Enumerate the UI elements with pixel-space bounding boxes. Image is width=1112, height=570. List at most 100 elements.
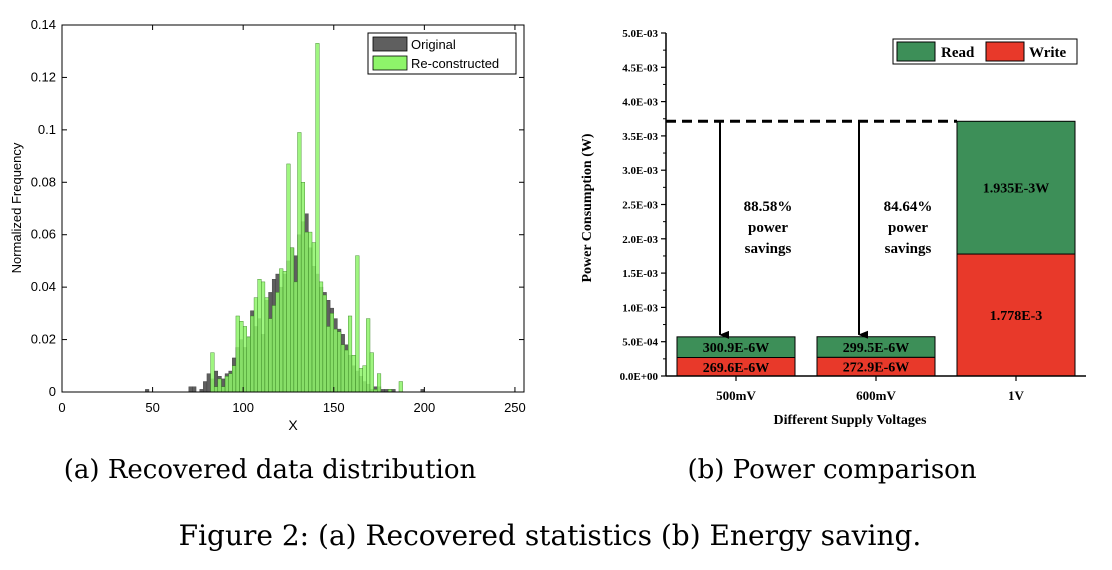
histogram-y-tick-label: 0.12 xyxy=(31,69,56,84)
bar-label-read-500mV: 300.9E-6W xyxy=(703,341,770,356)
histogram-bar-reconstructed xyxy=(358,368,363,393)
bar-label-write-600mV: 272.9E-6W xyxy=(843,361,910,376)
legend-label-reconstructed: Re-constructed xyxy=(411,56,499,71)
histogram-bar-reconstructed xyxy=(351,355,356,393)
savings-annotation-600mV: power xyxy=(888,220,928,236)
histogram-axes: 0 50 100 150 200 250 0 0.02 0.04 0.06 0.08 0.1 0.12 0… xyxy=(31,17,526,415)
histogram-bar-reconstructed xyxy=(333,328,338,393)
power-y-tick-label: 5.0E-03 xyxy=(622,28,658,40)
histogram-bar-reconstructed xyxy=(221,386,226,393)
histogram-x-axis-label: X xyxy=(288,417,298,433)
histogram-bar-reconstructed xyxy=(271,305,276,393)
histogram-bar-original xyxy=(192,386,197,393)
histogram-bar-reconstructed xyxy=(246,336,251,393)
histogram-bar-original xyxy=(188,386,193,393)
histogram-bar-reconstructed xyxy=(300,182,305,393)
power-y-tick-label: 5.0E-04 xyxy=(622,337,658,349)
power-y-tick-label: 1.0E-03 xyxy=(622,302,658,314)
histogram-bar-reconstructed xyxy=(362,365,367,393)
histogram-x-tick-label: 250 xyxy=(504,400,526,415)
histogram-bar-reconstructed xyxy=(264,297,269,393)
histogram-bar-reconstructed xyxy=(290,247,295,393)
histogram-bar-reconstructed xyxy=(304,231,309,393)
x-tick-label-1V: 1V xyxy=(1008,388,1025,403)
histogram-bar-reconstructed xyxy=(228,373,233,393)
power-y-tick-label: 0.0E+00 xyxy=(620,371,659,383)
power-y-tick-label: 4.0E-03 xyxy=(622,97,658,109)
histogram-y-tick-label: 0.1 xyxy=(38,122,56,137)
histogram-bar-reconstructed xyxy=(282,271,287,393)
power-legend: Read Write xyxy=(892,38,1078,65)
power-y-tick-label: 2.5E-03 xyxy=(622,200,658,212)
bar-read-600mV xyxy=(816,336,936,358)
histogram-legend: Original Re-constructed xyxy=(367,32,517,75)
histogram-bar-reconstructed xyxy=(232,365,237,393)
histogram-bar-reconstructed xyxy=(213,386,219,393)
histogram-bar-reconstructed xyxy=(377,373,382,393)
histogram-bar-reconstructed xyxy=(340,344,345,393)
histogram-bar-reconstructed xyxy=(268,318,273,393)
histogram-bar-reconstructed xyxy=(235,315,240,393)
bar-read-1V xyxy=(956,120,1076,255)
savings-annotation-500mV: power xyxy=(748,220,788,236)
power-y-tick-label: 3.0E-03 xyxy=(622,165,658,177)
histogram-y-tick-label: 0.14 xyxy=(31,17,56,32)
power-y-tick-label: 4.5E-03 xyxy=(622,62,658,74)
power-y-tick-label: 3.5E-03 xyxy=(622,131,658,143)
bar-write-1V xyxy=(956,253,1076,377)
subcaption-b: (b) Power comparison xyxy=(687,455,976,485)
legend-swatch-write xyxy=(985,41,1025,62)
x-tick-label-600mV: 600mV xyxy=(856,388,896,403)
histogram-bar-original xyxy=(203,381,208,393)
histogram-bar-reconstructed xyxy=(348,315,353,393)
histogram-bar-reconstructed xyxy=(286,163,291,393)
histogram-y-tick-label: 0.06 xyxy=(31,227,56,242)
histogram-bar-reconstructed xyxy=(398,381,403,393)
legend-swatch-original xyxy=(372,36,408,52)
histogram-bar-reconstructed xyxy=(279,268,284,393)
histogram-bar-reconstructed xyxy=(337,331,342,393)
histogram-bar-reconstructed xyxy=(210,352,215,393)
x-tick-label-500mV: 500mV xyxy=(716,388,756,403)
histogram-bar-reconstructed xyxy=(369,352,374,393)
power-y-tick-label: 1.5E-03 xyxy=(622,268,658,280)
bar-read-500mV xyxy=(676,336,796,359)
histogram-bar-reconstructed xyxy=(224,376,229,393)
bar-label-write-500mV: 269.6E-6W xyxy=(703,361,770,376)
power-y-tick-label: 2.0E-03 xyxy=(622,234,658,246)
histogram-bar-reconstructed xyxy=(261,281,266,393)
histogram-x-tick-label: 100 xyxy=(232,400,254,415)
histogram-bar-reconstructed xyxy=(322,294,327,393)
legend-label-read: Read xyxy=(941,45,975,61)
legend-swatch-reconstructed xyxy=(372,55,408,71)
histogram-bar-reconstructed xyxy=(297,132,302,393)
legend-swatch-read xyxy=(896,41,936,62)
histogram-bar-reconstructed xyxy=(344,349,349,393)
histogram-x-tick-label: 150 xyxy=(323,400,345,415)
histogram-bar-original xyxy=(206,373,211,393)
histogram-chart: 0 50 100 150 200 250 0 0.02 0.04 0.06 0.08 0.1 0.12 0… xyxy=(9,17,526,433)
histogram-bar-reconstructed xyxy=(217,378,222,393)
histogram-bar-reconstructed xyxy=(275,292,280,393)
figure-caption: Figure 2: (a) Recovered statistics (b) E… xyxy=(179,519,922,552)
histogram-bar-reconstructed xyxy=(366,318,371,393)
histogram-bar-reconstructed xyxy=(329,313,334,393)
legend-label-write: Write xyxy=(1029,45,1067,61)
histogram-bars xyxy=(145,43,425,393)
histogram-y-axis-label: Normalized Frequency xyxy=(9,142,24,273)
histogram-bar-reconstructed xyxy=(239,321,244,393)
histogram-bar-reconstructed xyxy=(293,281,298,393)
power-axes: 500mV 600mV 1V 0.0E+00 5.0E-04 1.0E-03 1.5E-03… xyxy=(620,28,1086,403)
savings-annotation-500mV: 88.58% xyxy=(744,199,793,215)
histogram-y-tick-label: 0.08 xyxy=(31,174,56,189)
histogram-bar-reconstructed xyxy=(326,326,331,393)
histogram-bar-reconstructed xyxy=(242,326,247,393)
savings-annotation-600mV: savings xyxy=(885,241,932,257)
power-y-axis-label: Power Consumption (W) xyxy=(580,133,595,282)
bar-label-write-1V: 1.778E-3 xyxy=(990,309,1043,324)
power-chart: 269.6E-6W 300.9E-6W 272.9E-6W 299.5E-6W 1.77… xyxy=(580,28,1086,428)
power-x-axis-label: Different Supply Voltages xyxy=(774,413,928,428)
histogram-y-tick-label: 0 xyxy=(49,384,56,399)
histogram-bar-reconstructed xyxy=(311,242,316,393)
